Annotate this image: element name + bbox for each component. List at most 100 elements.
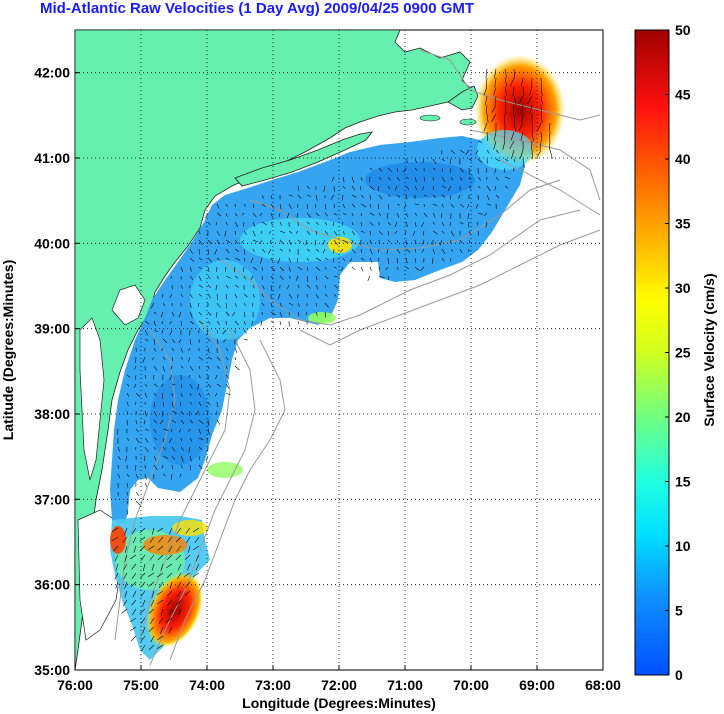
velocity-vector bbox=[175, 554, 182, 561]
velocity-vector bbox=[529, 86, 533, 96]
velocity-vector bbox=[333, 275, 339, 278]
velocity-vector bbox=[198, 446, 203, 451]
velocity-vector bbox=[171, 410, 177, 414]
velocity-vector bbox=[504, 185, 508, 189]
velocity-vector bbox=[360, 257, 365, 261]
velocity-vector bbox=[126, 509, 129, 515]
velocity-vector bbox=[495, 158, 501, 162]
velocity-vector bbox=[270, 194, 272, 199]
velocity-vector bbox=[132, 536, 137, 544]
velocity-vector bbox=[114, 572, 119, 580]
velocity-vector bbox=[169, 374, 173, 381]
velocity-vector bbox=[170, 473, 173, 480]
velocity-vector bbox=[225, 383, 230, 389]
velocity-vector bbox=[144, 428, 150, 431]
velocity-vector bbox=[168, 527, 173, 535]
velocity-vector bbox=[126, 410, 129, 415]
velocity-vector bbox=[126, 491, 128, 496]
velocity-vector bbox=[234, 347, 238, 354]
velocity-vector bbox=[387, 203, 390, 210]
velocity-vector bbox=[306, 185, 310, 189]
velocity-vector bbox=[166, 572, 173, 579]
velocity-vector bbox=[207, 275, 211, 279]
velocity-vector bbox=[261, 266, 263, 271]
y-axis-label: Latitude (Degrees:Minutes) bbox=[0, 260, 16, 440]
velocity-vector bbox=[158, 581, 164, 588]
velocity-vector bbox=[129, 626, 137, 631]
velocity-vector bbox=[225, 239, 231, 244]
velocity-vector bbox=[432, 203, 438, 207]
velocity-vector bbox=[351, 266, 356, 270]
velocity-vector bbox=[324, 284, 326, 289]
velocity-vector bbox=[522, 158, 525, 168]
velocity-vector bbox=[207, 320, 211, 325]
velocity-vector bbox=[295, 230, 299, 234]
velocity-vector bbox=[387, 257, 389, 264]
velocity-vector bbox=[142, 599, 146, 607]
velocity-vector bbox=[306, 275, 309, 282]
velocity-vector bbox=[441, 149, 443, 155]
velocity-vector bbox=[332, 257, 335, 263]
velocity-vector bbox=[234, 248, 240, 253]
velocity-vector bbox=[378, 248, 380, 253]
velocity-vector bbox=[180, 293, 183, 298]
velocity-vector bbox=[158, 617, 164, 624]
velocity-vector bbox=[162, 410, 164, 417]
velocity-vector bbox=[205, 212, 209, 219]
velocity-vector bbox=[198, 437, 204, 440]
velocity-vector bbox=[439, 239, 443, 246]
colorbar-label: Surface Velocity (cm/s) bbox=[701, 273, 717, 426]
velocity-vector bbox=[306, 203, 308, 210]
velocity-vector bbox=[153, 329, 159, 333]
velocity-vector bbox=[540, 131, 543, 142]
velocity-vector bbox=[260, 230, 263, 235]
velocity-vector bbox=[184, 590, 191, 596]
velocity-vector bbox=[216, 401, 218, 408]
velocity-vector bbox=[153, 392, 157, 397]
velocity-vector bbox=[510, 131, 515, 141]
velocity-vector bbox=[288, 311, 290, 316]
velocity-vector bbox=[519, 149, 524, 159]
velocity-vector bbox=[297, 284, 300, 289]
velocity-vector bbox=[432, 167, 436, 171]
velocity-vector bbox=[144, 374, 147, 379]
velocity-vector bbox=[216, 383, 222, 387]
velocity-vector bbox=[485, 77, 488, 88]
velocity-vector bbox=[520, 77, 524, 87]
velocity-vector bbox=[360, 203, 367, 208]
velocity-vector bbox=[504, 95, 507, 105]
velocity-vector bbox=[351, 248, 356, 254]
velocity-vector bbox=[351, 176, 354, 183]
velocity-vector bbox=[117, 473, 121, 479]
velocity-vector bbox=[225, 374, 230, 379]
velocity-vector bbox=[162, 302, 166, 307]
velocity-vector bbox=[540, 95, 543, 105]
velocity-vector bbox=[414, 203, 419, 206]
velocity-vector bbox=[459, 149, 465, 154]
velocity-vector bbox=[405, 212, 409, 218]
velocity-vector bbox=[234, 212, 238, 217]
velocity-vector bbox=[493, 86, 497, 96]
velocity-vector bbox=[270, 203, 275, 209]
velocity-vector bbox=[477, 158, 483, 163]
velocity-vector bbox=[513, 68, 515, 79]
velocity-vector bbox=[148, 608, 155, 614]
velocity-vector bbox=[207, 365, 210, 369]
velocity-vector bbox=[333, 212, 337, 216]
velocity-vector bbox=[207, 257, 213, 263]
velocity-vector bbox=[342, 257, 346, 262]
velocity-vector bbox=[504, 131, 506, 142]
velocity-vector bbox=[177, 572, 182, 580]
velocity-vector bbox=[459, 176, 463, 181]
velocity-vector bbox=[153, 455, 157, 461]
velocity-vector bbox=[252, 284, 255, 289]
velocity-vector bbox=[297, 302, 300, 307]
velocity-vector bbox=[521, 104, 524, 114]
velocity-vector bbox=[518, 95, 524, 105]
velocity-vector bbox=[450, 230, 454, 237]
colorbar-tick-label: 5 bbox=[675, 603, 683, 619]
velocity-vector bbox=[207, 347, 210, 354]
velocity-vector bbox=[378, 185, 380, 192]
velocity-vector bbox=[504, 77, 508, 87]
